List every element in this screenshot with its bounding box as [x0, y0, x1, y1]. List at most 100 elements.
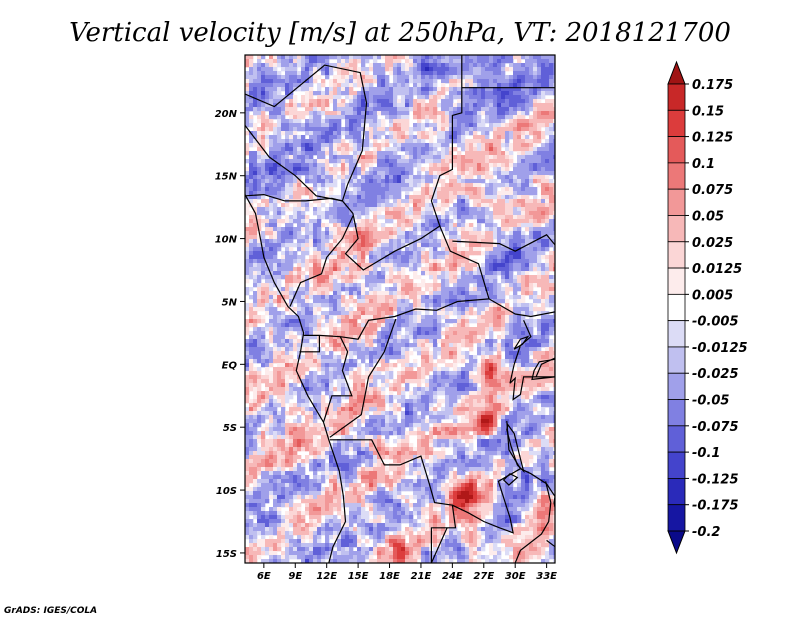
field-cell: [365, 327, 370, 332]
field-cell: [269, 187, 274, 192]
field-cell: [269, 279, 274, 284]
field-cell: [529, 179, 534, 184]
field-cell: [289, 67, 294, 72]
field-cell: [341, 331, 346, 336]
field-cell: [313, 147, 318, 152]
field-cell: [469, 171, 474, 176]
field-cell: [381, 275, 386, 280]
field-cell: [497, 283, 502, 288]
field-cell: [469, 227, 474, 232]
field-cell: [501, 183, 506, 188]
field-cell: [485, 215, 490, 220]
field-cell: [421, 67, 426, 72]
field-cell: [533, 191, 538, 196]
field-cell: [369, 295, 374, 300]
field-cell: [285, 63, 290, 68]
field-cell: [501, 187, 506, 192]
field-cell: [397, 159, 402, 164]
field-cell: [465, 291, 470, 296]
field-cell: [281, 63, 286, 68]
field-cell: [321, 251, 326, 256]
field-cell: [509, 135, 514, 140]
field-cell: [245, 231, 250, 236]
field-cell: [357, 307, 362, 312]
field-cell: [545, 315, 550, 320]
field-cell: [541, 295, 546, 300]
field-cell: [333, 203, 338, 208]
field-cell: [433, 267, 438, 272]
field-cell: [293, 75, 298, 80]
field-cell: [337, 259, 342, 264]
field-cell: [549, 327, 554, 332]
field-cell: [525, 179, 530, 184]
field-cell: [429, 315, 434, 320]
field-cell: [473, 131, 478, 136]
field-cell: [549, 331, 554, 336]
field-cell: [393, 211, 398, 216]
field-cell: [405, 327, 410, 332]
field-cell: [297, 71, 302, 76]
field-cell: [401, 183, 406, 188]
field-cell: [529, 203, 534, 208]
field-cell: [305, 131, 310, 136]
field-cell: [313, 163, 318, 168]
field-cell: [425, 59, 430, 64]
field-cell: [333, 115, 338, 120]
field-cell: [273, 259, 278, 264]
field-cell: [277, 223, 282, 228]
field-cell: [253, 327, 258, 332]
field-cell: [245, 271, 250, 276]
field-cell: [353, 75, 358, 80]
field-cell: [433, 203, 438, 208]
field-cell: [317, 307, 322, 312]
field-cell: [389, 319, 394, 324]
field-cell: [401, 99, 406, 104]
field-cell: [533, 303, 538, 308]
field-cell: [409, 95, 414, 100]
field-cell: [533, 115, 538, 120]
field-cell: [413, 63, 418, 68]
field-cell: [269, 319, 274, 324]
field-cell: [309, 163, 314, 168]
field-cell: [261, 267, 266, 272]
field-cell: [453, 55, 458, 60]
field-cell: [509, 259, 514, 264]
field-cell: [277, 143, 282, 148]
field-cell: [501, 79, 506, 84]
field-cell: [477, 63, 482, 68]
field-cell: [537, 203, 542, 208]
field-cell: [425, 191, 430, 196]
field-cell: [513, 219, 518, 224]
field-cell: [345, 299, 350, 304]
field-cell: [325, 115, 330, 120]
field-cell: [269, 147, 274, 152]
field-cell: [413, 283, 418, 288]
field-cell: [329, 275, 334, 280]
field-cell: [397, 287, 402, 292]
field-cell: [273, 315, 278, 320]
field-cell: [429, 127, 434, 132]
field-cell: [433, 219, 438, 224]
field-cell: [337, 155, 342, 160]
field-cell: [377, 279, 382, 284]
field-cell: [509, 63, 514, 68]
field-cell: [321, 159, 326, 164]
field-cell: [493, 135, 498, 140]
field-cell: [357, 287, 362, 292]
field-cell: [369, 91, 374, 96]
field-cell: [357, 303, 362, 308]
field-cell: [485, 255, 490, 260]
field-cell: [465, 323, 470, 328]
field-cell: [337, 275, 342, 280]
field-cell: [329, 83, 334, 88]
field-cell: [393, 151, 398, 156]
field-cell: [457, 215, 462, 220]
field-cell: [333, 303, 338, 308]
field-cell: [289, 63, 294, 68]
field-cell: [417, 143, 422, 148]
field-cell: [513, 71, 518, 76]
field-cell: [409, 63, 414, 68]
field-cell: [545, 187, 550, 192]
field-cell: [489, 311, 494, 316]
field-cell: [373, 287, 378, 292]
